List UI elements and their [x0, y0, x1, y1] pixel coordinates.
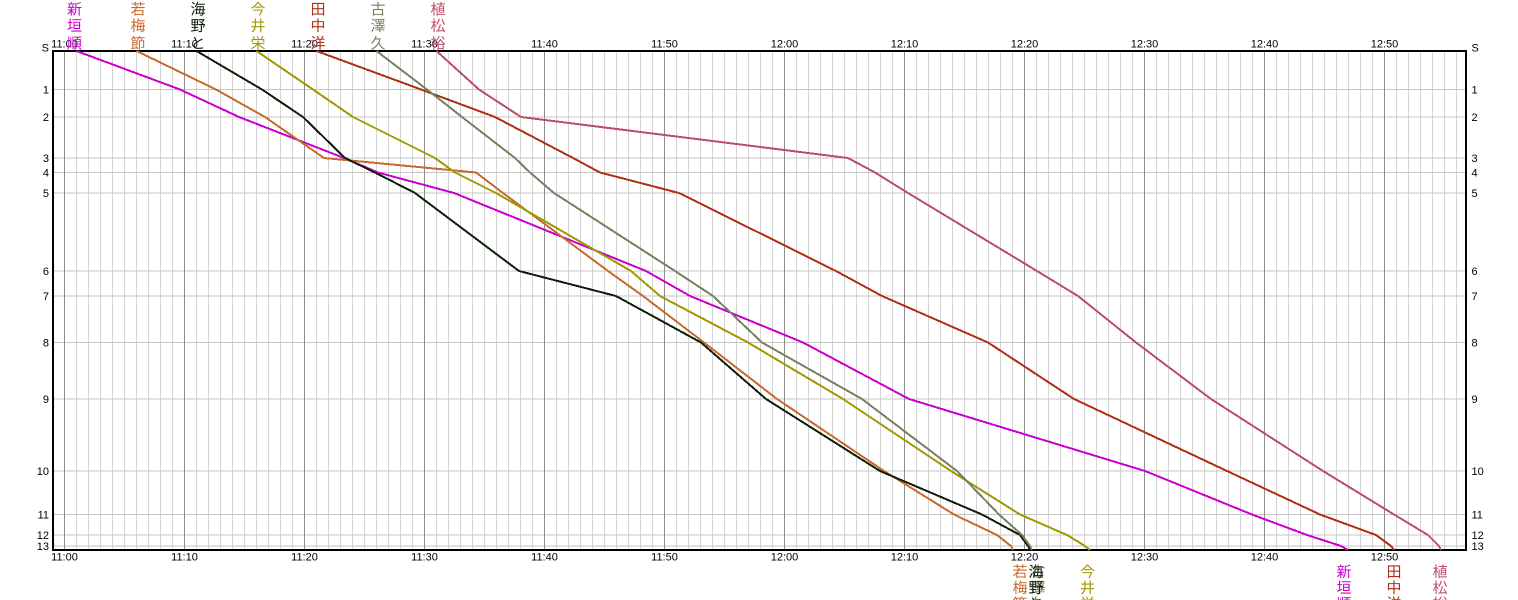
svg-text:10: 10 — [1472, 466, 1484, 478]
svg-text:3: 3 — [43, 153, 49, 165]
svg-text:6: 6 — [43, 266, 49, 278]
svg-text:12:20: 12:20 — [1011, 39, 1039, 51]
svg-text:11:10: 11:10 — [171, 552, 198, 564]
svg-text:12:40: 12:40 — [1251, 39, 1279, 51]
svg-text:4: 4 — [1472, 168, 1478, 180]
svg-text:11:20: 11:20 — [291, 39, 318, 51]
svg-text:11: 11 — [38, 510, 49, 522]
svg-text:9: 9 — [1472, 394, 1478, 406]
svg-text:1: 1 — [43, 85, 49, 97]
svg-text:3: 3 — [1472, 153, 1478, 165]
svg-text:12:00: 12:00 — [771, 552, 799, 564]
svg-text:S: S — [1472, 43, 1479, 55]
svg-text:12:50: 12:50 — [1371, 552, 1399, 564]
svg-text:12: 12 — [37, 530, 49, 542]
svg-text:11:20: 11:20 — [291, 552, 318, 564]
svg-text:12:30: 12:30 — [1131, 39, 1159, 51]
svg-text:11:50: 11:50 — [651, 39, 678, 51]
svg-text:12:40: 12:40 — [1251, 552, 1279, 564]
svg-text:12:10: 12:10 — [891, 39, 919, 51]
svg-text:11:10: 11:10 — [171, 39, 198, 51]
svg-text:12:10: 12:10 — [891, 552, 919, 564]
svg-text:12:20: 12:20 — [1011, 552, 1039, 564]
svg-text:7: 7 — [1472, 291, 1478, 303]
svg-text:11:00: 11:00 — [51, 39, 78, 51]
svg-text:10: 10 — [37, 466, 49, 478]
svg-text:6: 6 — [1472, 266, 1478, 278]
svg-text:11:40: 11:40 — [531, 39, 558, 51]
svg-text:13: 13 — [1472, 541, 1484, 553]
svg-text:4: 4 — [43, 168, 49, 180]
svg-text:11:30: 11:30 — [411, 39, 438, 51]
svg-text:8: 8 — [1472, 338, 1478, 350]
svg-text:5: 5 — [43, 188, 49, 200]
svg-text:11:00: 11:00 — [51, 552, 78, 564]
svg-text:11:30: 11:30 — [411, 552, 438, 564]
svg-text:11: 11 — [1472, 510, 1483, 522]
svg-text:12: 12 — [1472, 530, 1484, 542]
svg-text:12:30: 12:30 — [1131, 552, 1159, 564]
svg-text:11:40: 11:40 — [531, 552, 558, 564]
svg-text:11:50: 11:50 — [651, 552, 678, 564]
svg-text:12:50: 12:50 — [1371, 39, 1399, 51]
svg-text:13: 13 — [37, 541, 49, 553]
svg-text:12:00: 12:00 — [771, 39, 799, 51]
svg-text:2: 2 — [43, 112, 49, 124]
svg-text:5: 5 — [1472, 188, 1478, 200]
svg-text:8: 8 — [43, 338, 49, 350]
svg-text:S: S — [42, 43, 49, 55]
svg-text:2: 2 — [1472, 112, 1478, 124]
svg-text:9: 9 — [43, 394, 49, 406]
svg-text:7: 7 — [43, 291, 49, 303]
svg-text:1: 1 — [1472, 85, 1478, 97]
